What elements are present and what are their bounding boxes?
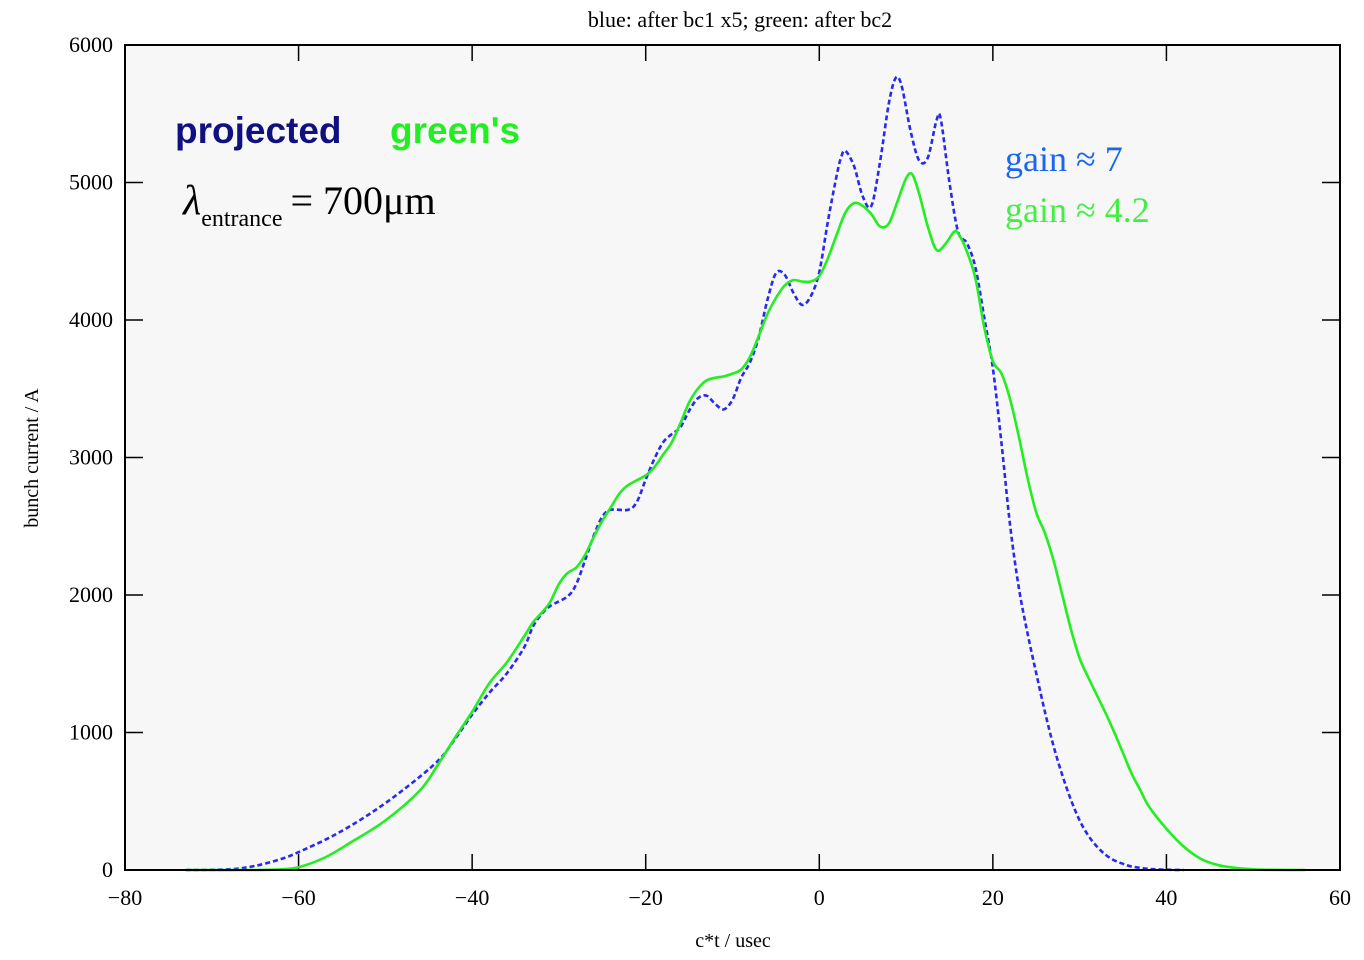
x-tick-label: −80	[108, 885, 142, 910]
lambda-value: = 700μm	[290, 178, 435, 223]
gain-green-label: gain ≈ 4.2	[1005, 190, 1150, 230]
y-tick-label: 2000	[69, 582, 113, 607]
y-tick-label: 5000	[69, 170, 113, 195]
lambda-entrance-label: λentrance = 700μm	[181, 178, 436, 232]
x-tick-label: 40	[1155, 885, 1177, 910]
projected-label: projected	[175, 110, 342, 151]
lambda-symbol: λ	[181, 178, 201, 224]
x-tick-label: −60	[281, 885, 315, 910]
y-tick-label: 3000	[69, 445, 113, 470]
y-tick-labels: 0 1000 2000 3000 4000 5000 6000	[69, 32, 113, 882]
x-tick-label: 20	[982, 885, 1004, 910]
chart-title: blue: after bc1 x5; green: after bc2	[588, 7, 892, 32]
y-tick-label: 6000	[69, 32, 113, 57]
greens-label: green's	[390, 110, 520, 151]
plot-frame	[124, 44, 1341, 871]
series-line-blue	[185, 75, 1184, 872]
plot-area	[125, 45, 1340, 870]
series-group	[185, 75, 1306, 872]
x-tick-label: −40	[455, 885, 489, 910]
y-tick-label: 4000	[69, 307, 113, 332]
x-tick-label: −20	[629, 885, 663, 910]
x-tick-labels: −80 −60 −40 −20 0 20 40 60	[108, 885, 1351, 910]
x-axis-label: c*t / usec	[695, 930, 771, 952]
lambda-subscript: entrance	[201, 206, 282, 232]
x-tick-label: 0	[814, 885, 825, 910]
x-tick-label: 60	[1329, 885, 1351, 910]
gain-blue-label: gain ≈ 7	[1005, 139, 1123, 179]
y-axis-label: bunch current / A	[21, 388, 43, 528]
y-tick-label: 1000	[69, 720, 113, 745]
series-line-green	[185, 171, 1306, 872]
y-tick-label: 0	[102, 857, 113, 882]
